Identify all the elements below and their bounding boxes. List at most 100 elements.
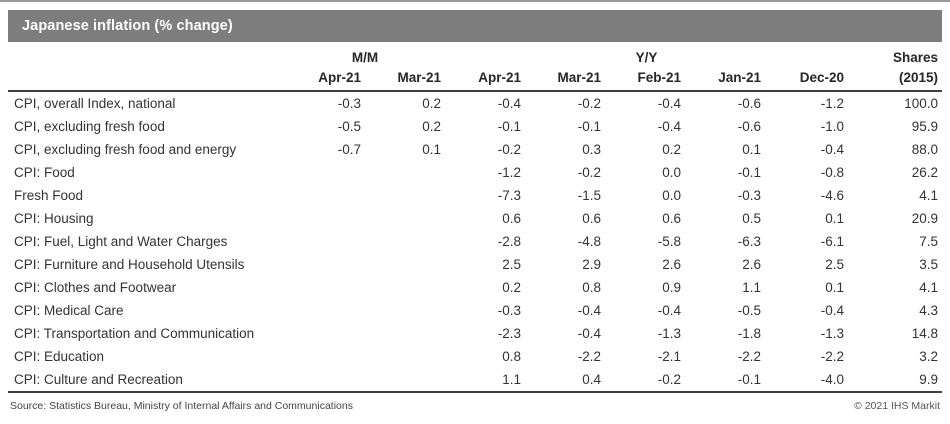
- row-label: CPI, overall Index, national: [14, 96, 176, 111]
- cell-value: [365, 345, 445, 368]
- cell-value: -0.4: [657, 96, 681, 111]
- row-label: CPI: Transportation and Communication: [14, 326, 255, 341]
- cell-value: 0.1: [825, 280, 844, 295]
- cell-value: -0.6: [737, 96, 761, 111]
- cell-value: [365, 322, 445, 345]
- cell-value: -1.3: [820, 326, 844, 341]
- cell-value: 2.6: [742, 257, 761, 272]
- cell-value: 2.5: [502, 257, 521, 272]
- group-yy-label: Y/Y: [635, 50, 658, 65]
- table-row: CPI, overall Index, national -0.3 0.2 -0.4 -…: [8, 91, 942, 115]
- column-group-row: M/M Y/Y Shares: [8, 45, 942, 66]
- cell-value: 4.3: [919, 303, 938, 318]
- cell-value: -0.4: [657, 303, 681, 318]
- row-label: CPI: Food: [14, 165, 75, 180]
- cell-value: -5.8: [657, 234, 681, 249]
- top-border-line: [0, 0, 950, 2]
- source-note: Source: Statistics Bureau, Ministry of I…: [10, 400, 353, 412]
- cell-value: -6.1: [820, 234, 844, 249]
- cell-value: 1.1: [742, 280, 761, 295]
- cell-value: -1.2: [497, 165, 521, 180]
- cell-value: 14.8: [911, 326, 938, 341]
- cell-value: 0.4: [582, 372, 601, 387]
- cell-value: -0.2: [577, 165, 601, 180]
- table-row: CPI: Transportation and Communication -2.…: [8, 322, 942, 345]
- cell-value: -0.5: [737, 303, 761, 318]
- cell-value: -1.5: [577, 188, 601, 203]
- cell-value: -0.1: [577, 119, 601, 134]
- cell-value: [365, 253, 445, 276]
- row-label: CPI, excluding fresh food and energy: [14, 142, 237, 157]
- row-label: CPI: Medical Care: [14, 303, 124, 318]
- cell-value: -0.1: [497, 119, 521, 134]
- cell-value: -0.4: [577, 326, 601, 341]
- cell-value: [285, 161, 365, 184]
- cell-value: -2.3: [497, 326, 521, 341]
- cell-value: -4.6: [820, 188, 844, 203]
- cell-value: -0.4: [657, 119, 681, 134]
- column-header: Dec-20: [765, 66, 848, 92]
- cell-value: 20.9: [911, 211, 938, 226]
- table-title-bar: Japanese inflation (% change): [8, 10, 942, 42]
- cell-value: 4.1: [919, 280, 938, 295]
- column-header: (2015): [848, 66, 942, 92]
- cell-value: 0.2: [662, 142, 681, 157]
- cell-value: [365, 161, 445, 184]
- cell-value: -0.2: [497, 142, 521, 157]
- cell-value: 0.5: [742, 211, 761, 226]
- copyright-note: © 2021 IHS Markit: [854, 400, 940, 412]
- cell-value: [285, 276, 365, 299]
- row-label: CPI: Fuel, Light and Water Charges: [14, 234, 228, 249]
- column-header: Apr-21: [445, 66, 525, 92]
- cell-value: 0.0: [662, 188, 681, 203]
- table-row: CPI: Medical Care -0.3 -0.4 -0.4 -0.5 -0.4 4.3: [8, 299, 942, 322]
- cell-value: -4.0: [820, 372, 844, 387]
- cell-value: -1.2: [820, 96, 844, 111]
- cell-value: 0.6: [502, 211, 521, 226]
- column-header: Jan-21: [685, 66, 765, 92]
- cell-value: 0.8: [502, 349, 521, 364]
- cell-value: 0.1: [825, 211, 844, 226]
- cell-value: [285, 322, 365, 345]
- cell-value: [365, 276, 445, 299]
- row-label: CPI: Culture and Recreation: [14, 372, 183, 387]
- table-row: CPI: Fuel, Light and Water Charges -2.8 -4…: [8, 230, 942, 253]
- cell-value: 1.1: [502, 372, 521, 387]
- cell-value: 2.5: [825, 257, 844, 272]
- cell-value: -2.8: [497, 234, 521, 249]
- cell-value: [365, 230, 445, 253]
- table-row: CPI: Culture and Recreation 1.1 0.4 -0.2 -0.…: [8, 368, 942, 392]
- cell-value: 0.6: [662, 211, 681, 226]
- cell-value: -0.3: [337, 96, 361, 111]
- cell-value: 26.2: [911, 165, 938, 180]
- column-header: Mar-21: [525, 66, 605, 92]
- cell-value: 0.2: [422, 96, 441, 111]
- group-mm-label: M/M: [351, 50, 379, 65]
- row-label: CPI, excluding fresh food: [14, 119, 165, 134]
- cell-value: [365, 368, 445, 392]
- cell-value: 2.6: [662, 257, 681, 272]
- cell-value: -0.7: [337, 142, 361, 157]
- table-row: CPI, excluding fresh food and energy -0.7…: [8, 138, 942, 161]
- cell-value: [285, 207, 365, 230]
- cell-value: [285, 230, 365, 253]
- cell-value: -7.3: [497, 188, 521, 203]
- cell-value: -2.2: [577, 349, 601, 364]
- row-label-header: [8, 66, 285, 92]
- cell-value: -2.2: [820, 349, 844, 364]
- cell-value: 0.8: [582, 280, 601, 295]
- column-header-row: Apr-21 Mar-21 Apr-21 Mar-21 Feb-21 Jan-21 Dec-…: [8, 66, 942, 92]
- cell-value: [285, 253, 365, 276]
- cell-value: -0.3: [737, 188, 761, 203]
- cell-value: [285, 345, 365, 368]
- cell-value: -0.4: [577, 303, 601, 318]
- cell-value: -0.1: [737, 165, 761, 180]
- table-row: CPI: Education 0.8 -2.2 -2.1 -2.2 -2.2 3.2: [8, 345, 942, 368]
- cell-value: [285, 368, 365, 392]
- table-row: CPI: Clothes and Footwear 0.2 0.8 0.9 1.1 0.1…: [8, 276, 942, 299]
- cell-value: 3.2: [919, 349, 938, 364]
- table-row: CPI: Furniture and Household Utensils 2.5…: [8, 253, 942, 276]
- cell-value: 2.9: [582, 257, 601, 272]
- row-label: CPI: Furniture and Household Utensils: [14, 257, 245, 272]
